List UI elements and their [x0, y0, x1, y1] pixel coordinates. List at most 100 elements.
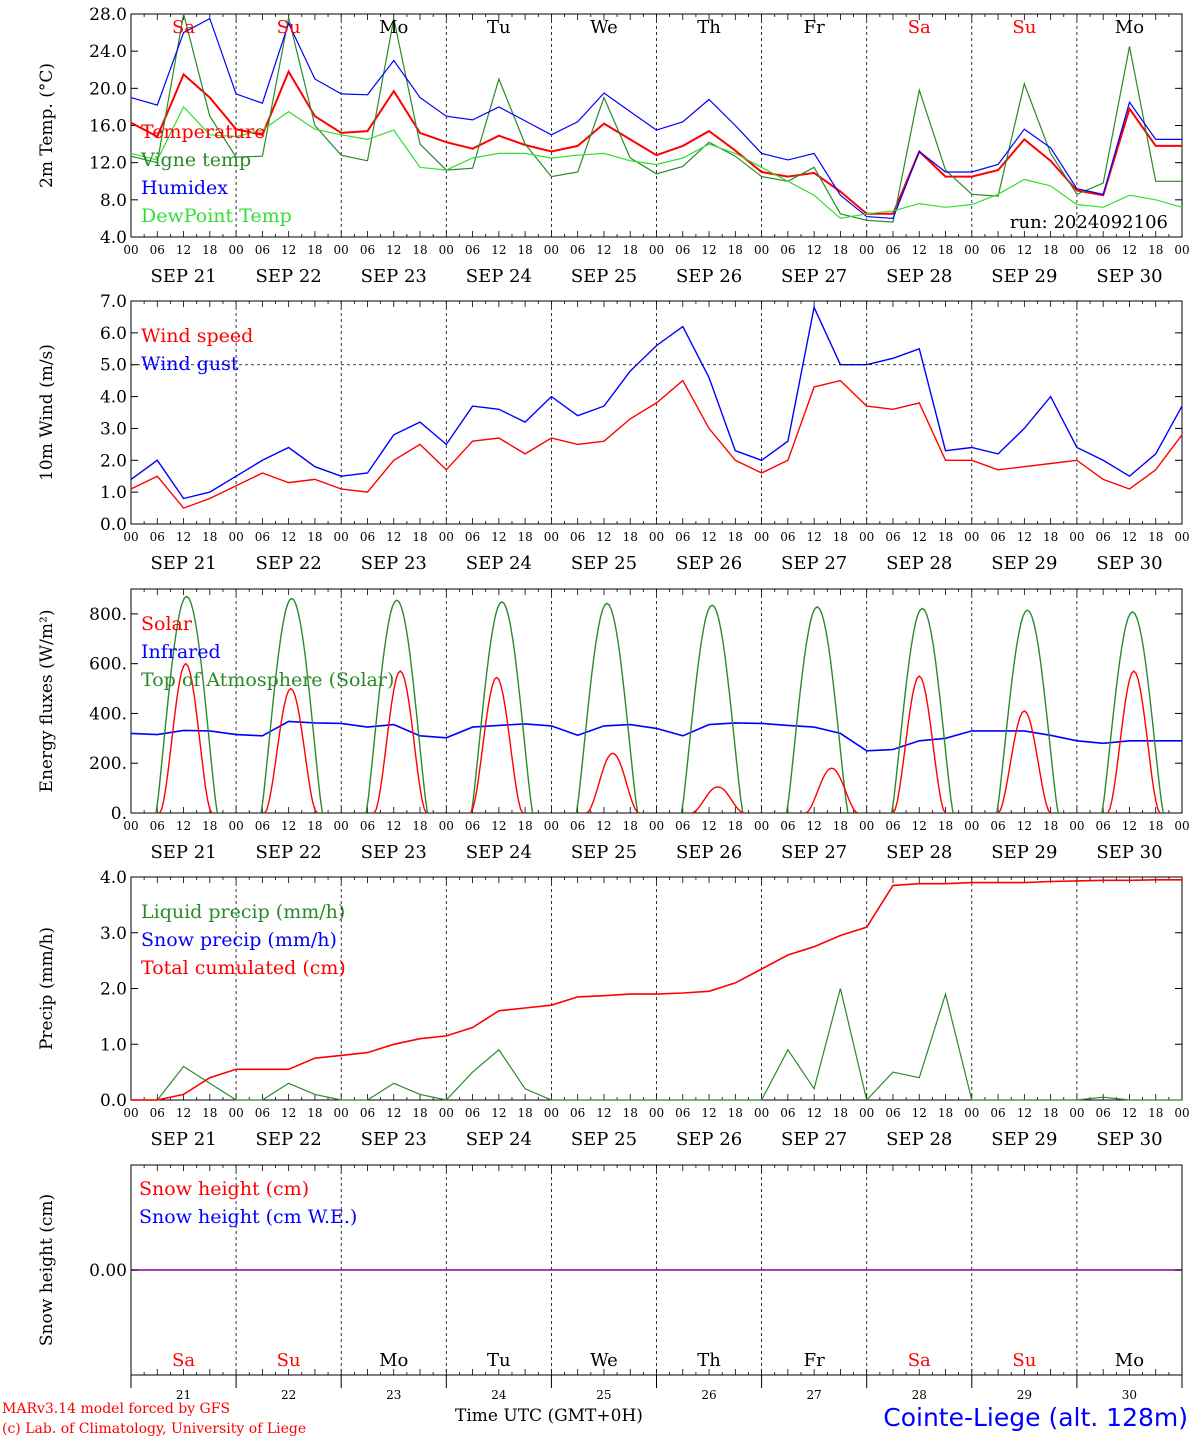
weekday-label: Th — [697, 17, 721, 38]
y-tick-label: 600. — [89, 655, 127, 675]
hour-tick-label: 06 — [675, 243, 690, 257]
legend-entry: Vigne temp — [140, 149, 251, 171]
hour-tick-label: 06 — [465, 530, 480, 544]
day-label: SEP 25 — [571, 842, 637, 863]
series-peak — [470, 601, 534, 814]
hour-tick-label: 12 — [807, 530, 822, 544]
hour-tick-label: 06 — [990, 819, 1005, 833]
series-peak — [260, 597, 324, 814]
hour-tick-label: 06 — [255, 1106, 270, 1120]
day-label: SEP 22 — [256, 842, 322, 863]
hour-tick-label: 12 — [807, 1106, 822, 1120]
hour-tick-label: 18 — [1043, 243, 1058, 257]
series-peak — [264, 687, 318, 814]
hour-tick-label: 12 — [596, 1106, 611, 1120]
hour-tick-label: 12 — [807, 819, 822, 833]
y-tick-label: 6.0 — [100, 324, 127, 344]
hour-tick-label: 00 — [123, 243, 138, 257]
legend-entry: Snow height (cm) — [139, 1178, 309, 1200]
hour-tick-label: 18 — [517, 819, 532, 833]
hour-tick-label: 00 — [964, 530, 979, 544]
hour-tick-label: 00 — [649, 530, 664, 544]
panel-3: 00 06 12 18 00 06 12 18 00 06 12 18 00 06 12 18 00 06 12 18… — [37, 588, 1190, 863]
hour-tick-label: 12 — [386, 1106, 401, 1120]
weekday-label: Fr — [804, 17, 825, 38]
hour-tick-label: 12 — [281, 530, 296, 544]
hour-tick-label: 12 — [912, 530, 927, 544]
day-number-label: 30 — [1122, 1388, 1137, 1402]
day-label: SEP 27 — [781, 266, 847, 287]
hour-tick-label: 18 — [1148, 1106, 1163, 1120]
hour-tick-label: 00 — [1069, 243, 1084, 257]
hour-tick-label: 18 — [938, 243, 953, 257]
hour-tick-label: 12 — [596, 530, 611, 544]
weekday-label: Mo — [1115, 1350, 1144, 1371]
hour-tick-label: 12 — [1017, 1106, 1032, 1120]
day-label: SEP 26 — [676, 553, 742, 574]
hour-tick-label: 00 — [754, 819, 769, 833]
hour-tick-label: 06 — [1096, 819, 1111, 833]
hour-tick-label: 00 — [228, 243, 243, 257]
hour-tick-label: 00 — [859, 243, 874, 257]
panel-frame — [130, 588, 1183, 814]
hour-tick-label: 06 — [150, 243, 165, 257]
hour-tick-label: 18 — [938, 1106, 953, 1120]
day-number-label: 25 — [596, 1388, 611, 1402]
weekday-label: Sa — [172, 1350, 195, 1371]
hour-tick-label: 18 — [412, 530, 427, 544]
hour-tick-label: 18 — [1148, 530, 1163, 544]
hour-tick-label: 06 — [780, 819, 795, 833]
y-axis-title: 10m Wind (m/s) — [37, 344, 57, 481]
hour-tick-label: 06 — [675, 530, 690, 544]
legend-entry: DewPoint Temp — [141, 205, 292, 227]
hour-tick-label: 18 — [202, 530, 217, 544]
y-tick-label: 4.0 — [100, 228, 127, 248]
hour-tick-label: 18 — [202, 243, 217, 257]
hour-tick-label: 00 — [544, 819, 559, 833]
series-line — [130, 105, 1183, 220]
series-peak — [892, 675, 947, 814]
day-label: SEP 24 — [466, 1129, 532, 1150]
hour-tick-label: 00 — [334, 1106, 349, 1120]
day-label: SEP 22 — [256, 553, 322, 574]
hour-tick-label: 00 — [1174, 530, 1189, 544]
hour-tick-label: 06 — [1096, 243, 1111, 257]
day-label: SEP 21 — [150, 553, 216, 574]
day-label: SEP 27 — [781, 553, 847, 574]
hour-tick-label: 00 — [544, 1106, 559, 1120]
hour-tick-label: 18 — [728, 243, 743, 257]
hour-tick-label: 18 — [1043, 530, 1058, 544]
hour-tick-label: 12 — [596, 819, 611, 833]
y-tick-label: 4.0 — [100, 868, 127, 888]
hour-tick-label: 18 — [1043, 1106, 1058, 1120]
day-label: SEP 21 — [150, 842, 216, 863]
hour-tick-label: 00 — [1069, 1106, 1084, 1120]
hour-tick-label: 06 — [465, 243, 480, 257]
hour-tick-label: 00 — [1069, 819, 1084, 833]
hour-tick-label: 12 — [1017, 530, 1032, 544]
y-tick-label: 3.0 — [100, 924, 127, 944]
legend-entry: Infrared — [141, 641, 221, 663]
day-label: SEP 23 — [361, 266, 427, 287]
hour-tick-label: 12 — [912, 1106, 927, 1120]
weekday-label: Su — [1012, 17, 1036, 38]
day-label: SEP 29 — [991, 1129, 1057, 1150]
hour-tick-label: 00 — [964, 243, 979, 257]
hour-tick-label: 00 — [334, 819, 349, 833]
day-number-label: 27 — [807, 1388, 822, 1402]
legend-entry: Wind speed — [141, 325, 253, 347]
hour-tick-label: 00 — [859, 819, 874, 833]
hour-tick-label: 18 — [307, 243, 322, 257]
day-label: SEP 23 — [361, 842, 427, 863]
legend-entry: Total cumulated (cm) — [141, 957, 346, 979]
hour-tick-label: 18 — [202, 1106, 217, 1120]
series-line — [130, 379, 1183, 509]
hour-tick-label: 06 — [360, 243, 375, 257]
day-label: SEP 30 — [1096, 266, 1162, 287]
day-label: SEP 26 — [676, 842, 742, 863]
day-label: SEP 24 — [466, 266, 532, 287]
day-label: SEP 28 — [886, 1129, 952, 1150]
y-tick-label: 400. — [89, 704, 127, 724]
hour-tick-label: 06 — [780, 530, 795, 544]
day-label: SEP 28 — [886, 266, 952, 287]
